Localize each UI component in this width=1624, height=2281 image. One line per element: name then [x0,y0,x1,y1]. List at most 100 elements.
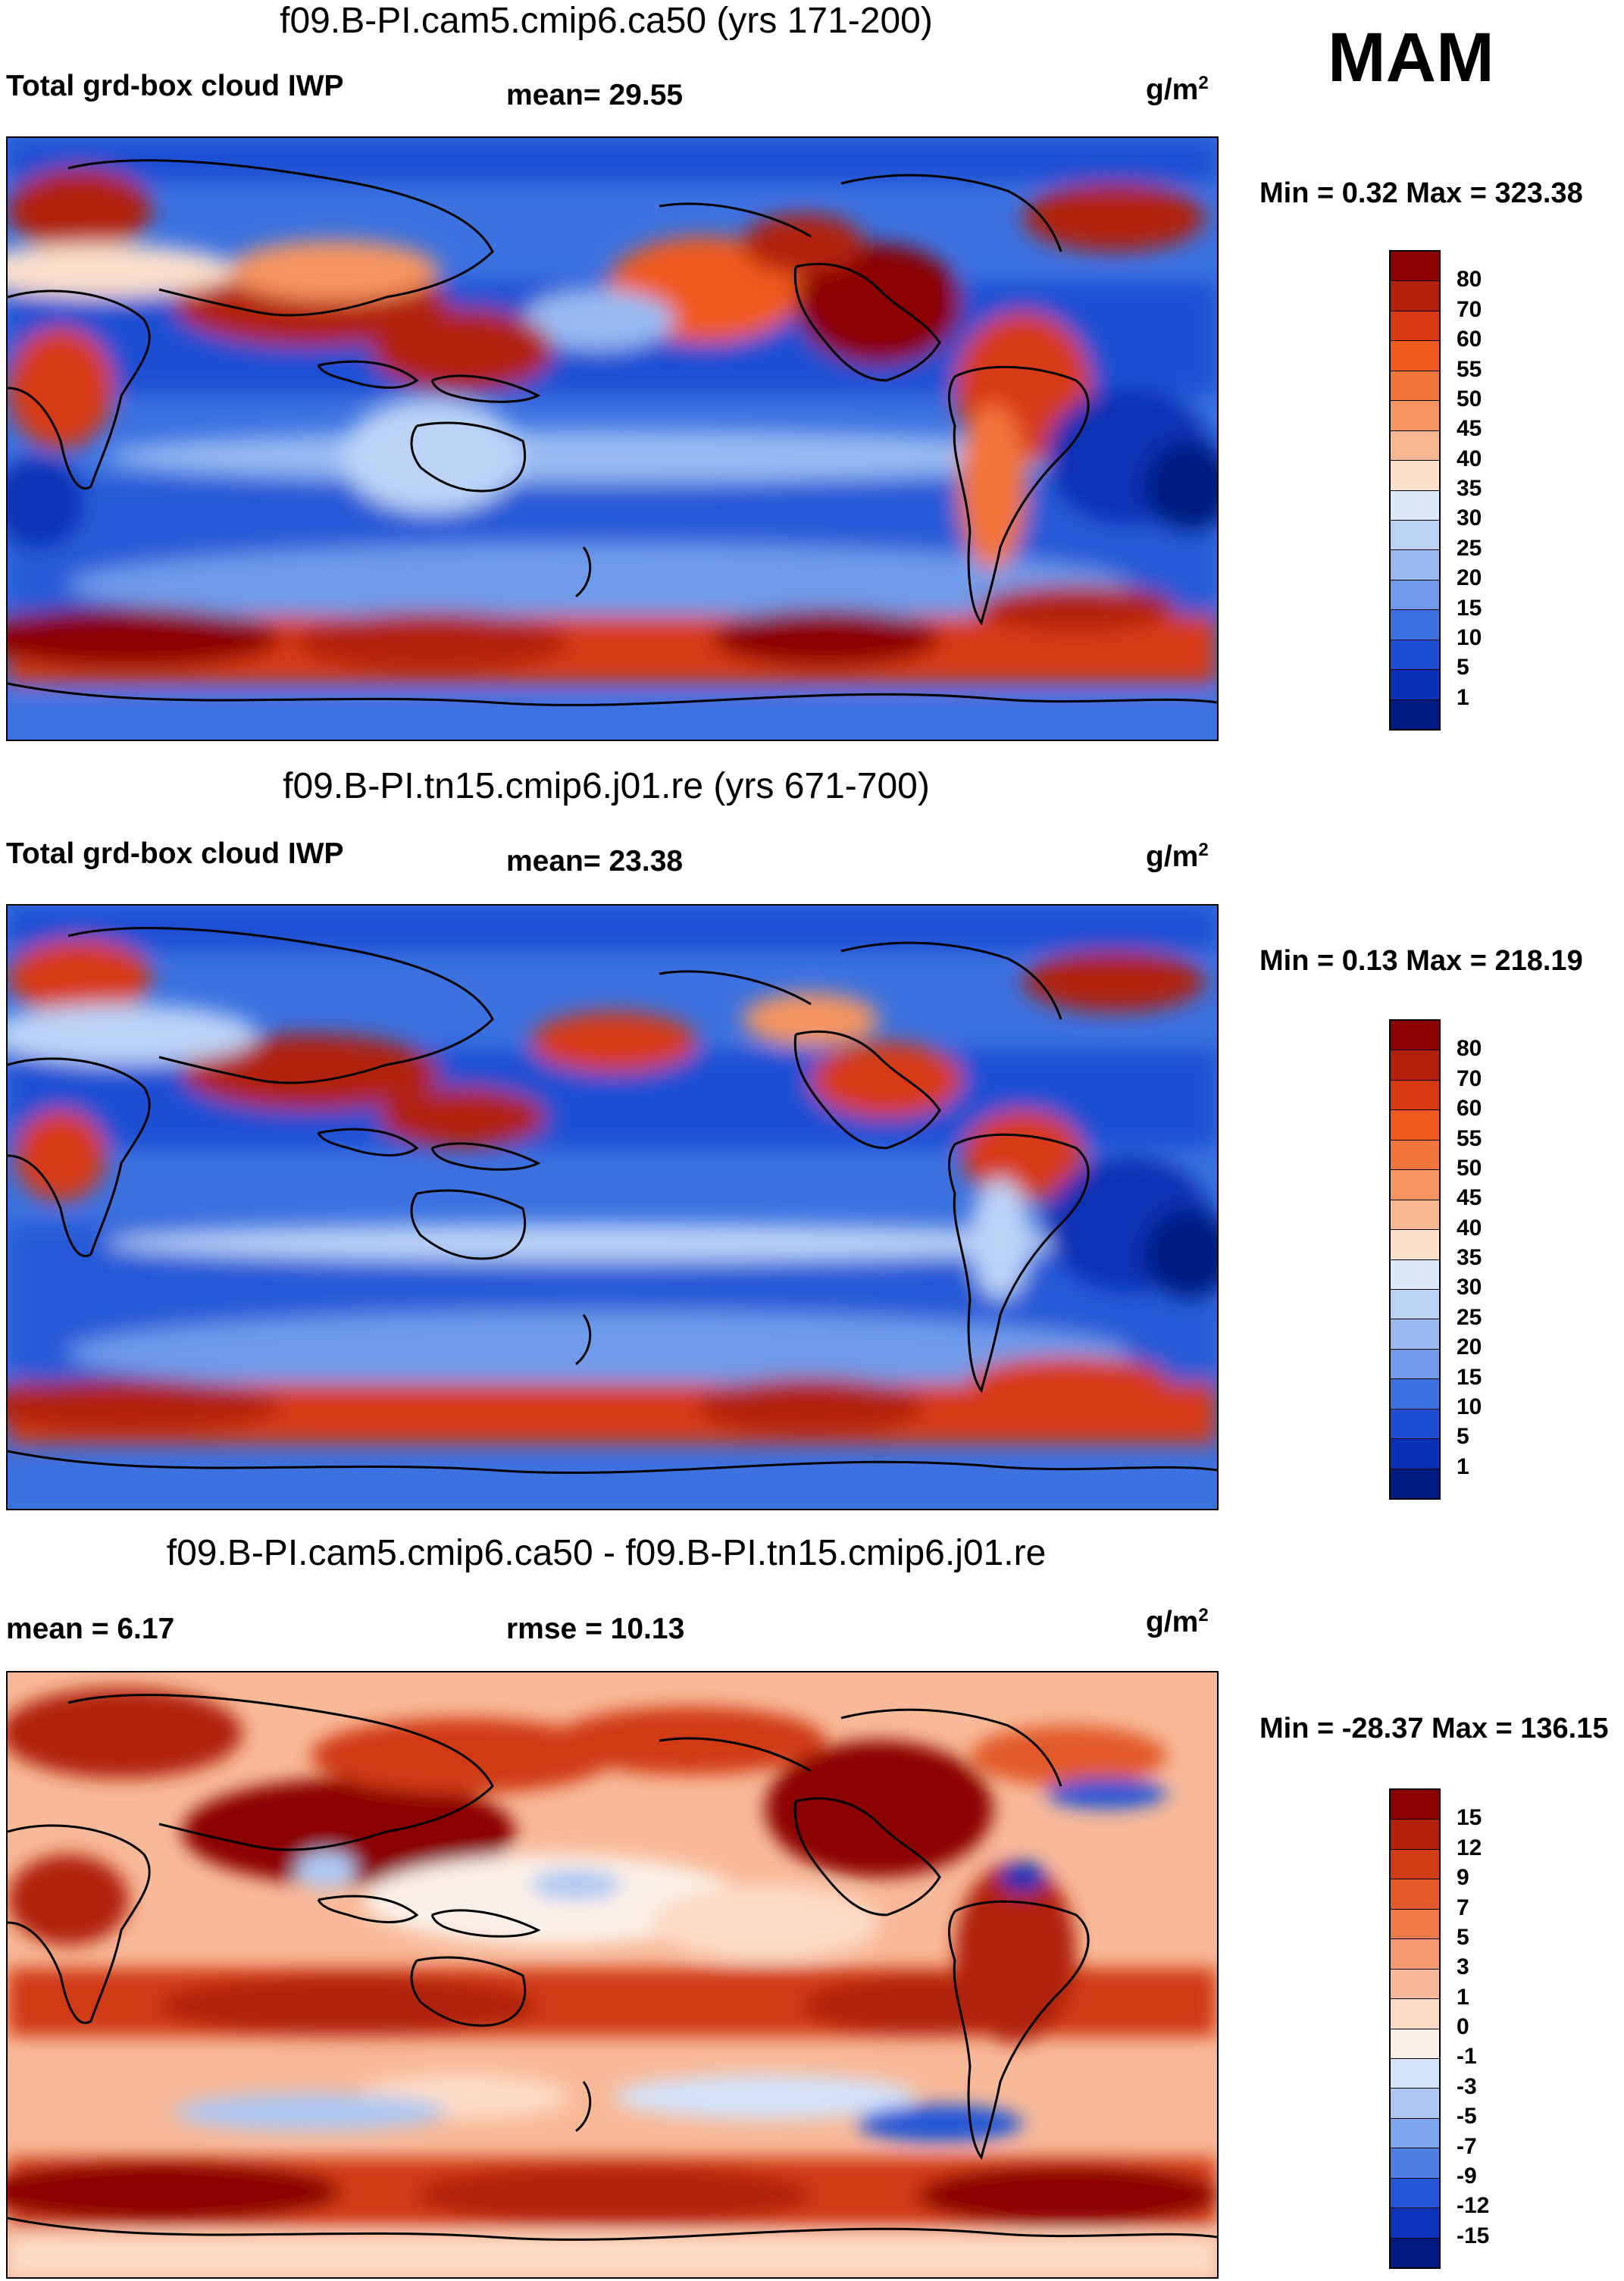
colorbar-tick-label: -1 [1457,2044,1477,2070]
colorbar-tick-label: 12 [1457,1835,1482,1860]
panel2-unit: g/m2 [1146,840,1209,873]
colorbar-swatch [1391,341,1439,371]
colorbar-tick-label: -9 [1457,2163,1477,2189]
colorbar-swatch [1391,252,1439,282]
colorbar-tick-label: 7 [1457,1895,1469,1920]
panel3-rmse-label: rmse = 10.13 [506,1613,685,1645]
colorbar-swatch [1391,1790,1439,1820]
colorbar-swatch [1391,2208,1439,2239]
colorbar-tick-label: 1 [1457,1984,1469,2010]
colorbar-tick-label: 40 [1457,1215,1482,1241]
colorbar-swatch [1391,1170,1439,1200]
colorbar-tick-label: 60 [1457,327,1482,352]
colorbar-swatch [1391,1939,1439,1970]
colorbar-tick-label: -12 [1457,2193,1490,2219]
colorbar-tick-label: 50 [1457,386,1482,411]
colorbar-tick-label: 35 [1457,1245,1482,1270]
colorbar-tick-label: 25 [1457,535,1482,561]
panel2-min-max: Min = 0.13 Max = 218.19 [1259,945,1583,977]
panel1-mean-label: mean= 29.55 [506,79,684,111]
colorbar-tick-label: 70 [1457,1065,1482,1091]
colorbar-swatch [1391,1230,1439,1260]
colorbar-swatch [1391,1879,1439,1910]
colorbar-tick-label: 5 [1457,1924,1469,1950]
colorbar-tick-label: 15 [1457,595,1482,621]
colorbar-swatch [1391,1050,1439,1081]
colorbar-swatch [1391,1409,1439,1440]
colorbar-tick-label: -3 [1457,2073,1477,2099]
colorbar-swatch [1391,520,1439,551]
colorbar-swatch [1391,490,1439,521]
colorbar-swatch [1391,1259,1439,1290]
colorbar-swatch [1391,1349,1439,1380]
panel3-map [6,1671,1219,2279]
colorbar-tick-label: 60 [1457,1096,1482,1122]
colorbar-tick-label: 70 [1457,296,1482,322]
panel3-colorbar [1389,1788,1441,2269]
colorbar-swatch [1391,1999,1439,2029]
colorbar-swatch [1391,1849,1439,1880]
panel1-min-max: Min = 0.32 Max = 323.38 [1259,177,1583,209]
panel3-colorbar-labels: 15 12 9 7 5 3 1 0 -1 -3 -5 -7 -9 -12 -15 [1457,1788,1532,2266]
colorbar-swatch [1391,670,1439,700]
colorbar-tick-label: 5 [1457,655,1469,681]
colorbar-swatch [1391,430,1439,462]
colorbar-swatch [1391,640,1439,671]
colorbar-tick-label: 5 [1457,1424,1469,1450]
colorbar-tick-label: 3 [1457,1954,1469,1980]
colorbar-tick-label: 80 [1457,267,1482,293]
colorbar-swatch [1391,281,1439,311]
colorbar-tick-label: 45 [1457,1185,1482,1211]
colorbar-swatch [1391,610,1439,640]
colorbar-swatch [1391,1379,1439,1410]
colorbar-tick-label: 9 [1457,1865,1469,1891]
colorbar-swatch [1391,1140,1439,1171]
panel2-variable-label: Total grd-box cloud IWP [6,837,344,870]
panel3-mean-label: mean = 6.17 [6,1613,175,1645]
colorbar-swatch [1391,371,1439,402]
colorbar-tick-label: 30 [1457,505,1482,531]
colorbar-swatch [1391,1200,1439,1231]
colorbar-swatch [1391,1080,1439,1111]
colorbar-tick-label: 15 [1457,1805,1482,1831]
colorbar-swatch [1391,2029,1439,2059]
colorbar-swatch [1391,1289,1439,1320]
colorbar-swatch [1391,311,1439,342]
colorbar-tick-label: 55 [1457,1125,1482,1151]
colorbar-swatch [1391,1909,1439,1940]
panel1-unit: g/m2 [1146,73,1209,106]
colorbar-tick-label: 50 [1457,1155,1482,1181]
colorbar-swatch [1391,1439,1439,1469]
colorbar-swatch [1391,1969,1439,2000]
colorbar-swatch [1391,699,1439,729]
colorbar-tick-label: 35 [1457,476,1482,501]
colorbar-swatch [1391,1110,1439,1140]
panel3-min-max: Min = -28.37 Max = 136.15 [1259,1713,1609,1744]
panel1-variable-label: Total grd-box cloud IWP [6,70,344,102]
panel1-colorbar-labels: 80 70 60 55 50 45 40 35 30 25 20 15 10 5 1 [1457,250,1532,727]
panel2-mean-label: mean= 23.38 [506,845,684,878]
colorbar-tick-label: 25 [1457,1304,1482,1330]
colorbar-swatch [1391,1819,1439,1850]
colorbar-swatch [1391,2058,1439,2089]
colorbar-tick-label: 0 [1457,2014,1469,2039]
colorbar-swatch [1391,550,1439,580]
panel3-unit: g/m2 [1146,1605,1209,1638]
colorbar-swatch [1391,461,1439,491]
colorbar-tick-label: 10 [1457,624,1482,650]
panel2-colorbar-labels: 80 70 60 55 50 45 40 35 30 25 20 15 10 5 1 [1457,1019,1532,1497]
panel1-map [6,136,1219,741]
colorbar-tick-label: -5 [1457,2104,1477,2129]
colorbar-tick-label: 30 [1457,1275,1482,1300]
colorbar-swatch [1391,401,1439,431]
colorbar-tick-label: 10 [1457,1394,1482,1419]
panel1-title: f09.B-PI.cam5.cmip6.ca50 (yrs 171-200) [280,1,933,41]
colorbar-tick-label: 45 [1457,416,1482,442]
season-label: MAM [1328,19,1494,96]
colorbar-tick-label: 1 [1457,1453,1469,1479]
colorbar-swatch [1391,2148,1439,2179]
colorbar-swatch [1391,2118,1439,2149]
panel2-colorbar [1389,1019,1441,1500]
colorbar-swatch [1391,1469,1439,1498]
colorbar-tick-label: 20 [1457,565,1482,591]
